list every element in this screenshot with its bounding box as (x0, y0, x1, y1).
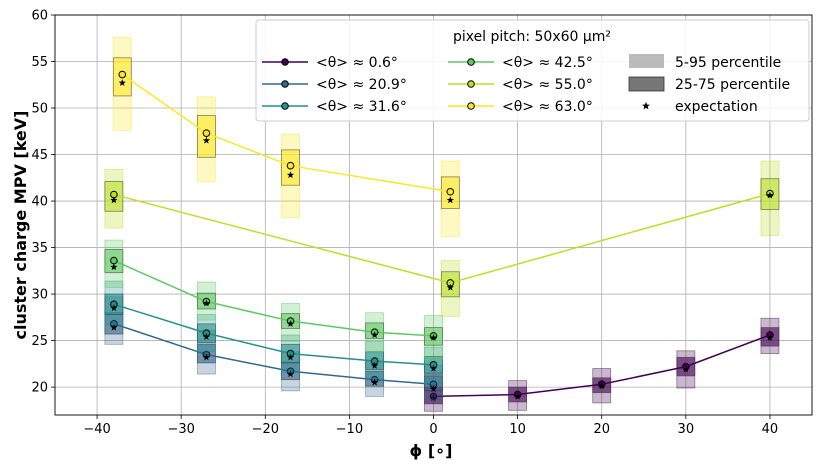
expectation-marker (371, 361, 379, 369)
expectation-marker (202, 333, 211, 340)
expectation-marker (286, 320, 295, 327)
expectation-marker (446, 196, 454, 204)
expectation-marker (766, 333, 774, 341)
expectation-marker (598, 382, 606, 390)
x-tick-label: 20 (593, 422, 610, 437)
expectation-marker (202, 299, 211, 307)
series-line (113, 259, 434, 337)
mpv-marker (202, 129, 211, 137)
expectation-marker (110, 304, 118, 312)
axes: −40 −30 −20 −10 0 10 20 30 40 20 25 30 35 40 45 50 55 60 (31, 9, 813, 437)
y-tick-label: 25 (31, 334, 48, 349)
x-tick-label: −20 (252, 422, 279, 437)
expectation-marker (110, 323, 118, 331)
legend: pixel pitch: 50x60 μm² <θ> ≈ 0.6° <θ> ≈ 20… (255, 19, 810, 122)
mpv-marker (118, 70, 127, 79)
expectation-marker (118, 79, 126, 86)
expectation-marker (371, 378, 379, 386)
series-5 (112, 36, 460, 237)
legend-marker (467, 102, 475, 110)
expectation-marker (110, 263, 118, 271)
y-tick-label: 50 (31, 102, 48, 117)
x-tick-label: 40 (762, 422, 779, 437)
legend-label: <θ> ≈ 31.6° (316, 99, 407, 115)
plot-frame (54, 14, 813, 416)
expectation-marker (682, 365, 690, 373)
legend-label: 5-95 percentile (675, 55, 781, 71)
legend-label: <θ> ≈ 42.5° (502, 55, 593, 71)
expectation-marker (429, 394, 438, 402)
expectation-marker (202, 353, 211, 361)
mpv-marker (110, 256, 118, 265)
y-tick-label: 30 (31, 288, 48, 303)
legend-label: <θ> ≈ 20.9° (316, 77, 407, 93)
mpv-marker (446, 187, 455, 196)
expectation-marker (514, 392, 522, 400)
x-axis-label: ϕ [∘] (410, 441, 453, 460)
legend-frame (255, 19, 810, 122)
y-tick-label: 40 (31, 195, 48, 210)
series-line (121, 73, 451, 193)
plot-area (104, 36, 780, 412)
legend-label: 25-75 percentile (675, 77, 790, 93)
legend-label: <θ> ≈ 63.0° (502, 99, 593, 115)
expectation-marker (202, 136, 211, 144)
legend-title: pixel pitch: 50x60 μm² (453, 29, 611, 45)
legend-marker (281, 80, 289, 88)
x-tick-label: −40 (83, 422, 110, 437)
expectation-marker (429, 385, 438, 393)
expectation-marker (446, 283, 454, 291)
expectation-marker (429, 333, 438, 341)
expectation-marker (286, 171, 295, 179)
x-tick-label: −30 (167, 422, 194, 437)
y-tick-label: 60 (31, 9, 48, 24)
expectation-marker (429, 364, 438, 372)
legend-marker (467, 80, 475, 88)
expectation-marker (371, 331, 379, 339)
legend-marker (281, 102, 289, 110)
expectation-marker (286, 353, 295, 361)
legend-label: <θ> ≈ 55.0° (502, 77, 593, 93)
y-tick-label: 20 (31, 381, 48, 396)
y-tick-label: 45 (31, 148, 48, 163)
legend-marker (467, 58, 475, 66)
legend-star (642, 101, 650, 110)
expectation-marker (110, 196, 118, 204)
legend-swatch-5-95 (629, 54, 664, 68)
x-tick-label: 30 (678, 422, 695, 437)
legend-label: expectation (675, 99, 758, 115)
mpv-marker (286, 161, 295, 170)
series-1 (104, 296, 443, 401)
y-axis-label: cluster charge MPV [keV] (11, 111, 30, 340)
series-4 (104, 160, 780, 317)
series-line (113, 303, 434, 366)
x-tick-label: 0 (429, 422, 437, 437)
legend-marker (281, 58, 289, 66)
x-tick-label: −10 (336, 422, 363, 437)
series-3 (104, 239, 443, 361)
series-2 (104, 280, 443, 384)
legend-swatch-25-75 (628, 76, 665, 92)
y-tick-label: 35 (31, 241, 48, 256)
expectation-marker (286, 370, 295, 378)
expectation-marker (766, 191, 774, 199)
legend-label: <θ> ≈ 0.6° (316, 55, 398, 71)
x-tick-label: 10 (509, 422, 526, 437)
y-tick-label: 55 (31, 55, 48, 70)
